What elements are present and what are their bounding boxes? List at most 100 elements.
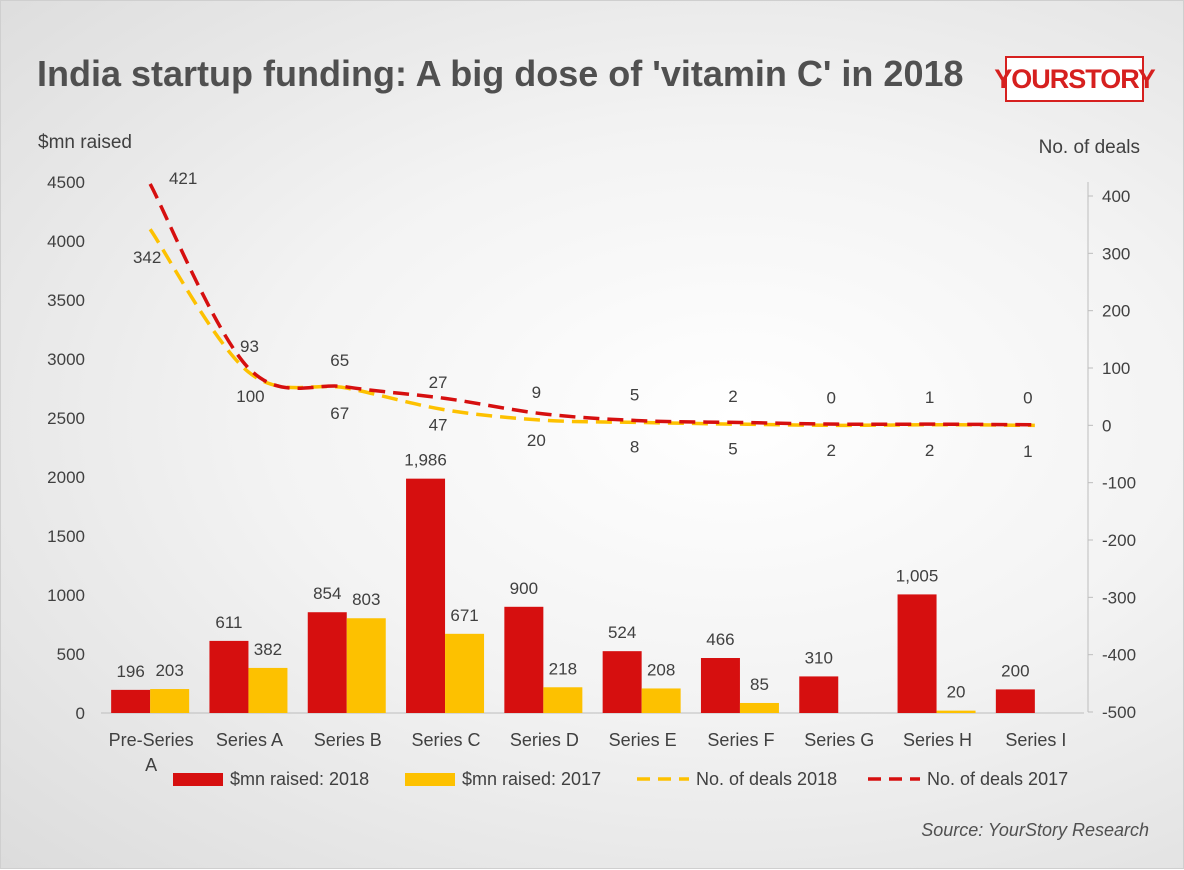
bar-2018 <box>995 689 1035 713</box>
x-category-label: Series H <box>903 730 972 750</box>
left-y-tick-label: 2500 <box>47 409 85 428</box>
bar-2017 <box>445 633 485 713</box>
x-category-label: Series E <box>609 730 677 750</box>
bar-value-label: 20 <box>947 683 966 702</box>
legend-item-raised-2017: $mn raised: 2017 <box>462 769 601 789</box>
bar-value-label: 466 <box>706 630 734 649</box>
deals-2018-label: 5 <box>630 385 639 404</box>
bar-2018 <box>406 478 446 713</box>
legend-item-raised-2017-swatch <box>405 773 455 786</box>
bar-2017 <box>739 702 779 713</box>
bar-2017 <box>641 688 681 713</box>
left-y-tick-label: 4000 <box>47 232 85 251</box>
deals-2017-label: 67 <box>330 404 349 423</box>
left-axis-title: $mn raised <box>38 132 132 153</box>
bar-2018 <box>504 606 544 713</box>
bar-value-label: 208 <box>647 660 675 679</box>
left-y-tick-label: 3500 <box>47 291 85 310</box>
right-y-tick-label: 100 <box>1102 359 1130 378</box>
bar-2017 <box>248 667 288 713</box>
deals-2018-label: 9 <box>532 383 541 402</box>
left-y-tick-label: 1000 <box>47 586 85 605</box>
left-y-tick-label: 1500 <box>47 527 85 546</box>
left-y-tick-label: 3000 <box>47 350 85 369</box>
bar-value-label: 203 <box>155 661 183 680</box>
deals-2018-label: 342 <box>133 248 161 267</box>
deals-2017-label: 47 <box>429 415 448 434</box>
right-y-tick-label: 300 <box>1102 244 1130 263</box>
right-y-tick-label: -100 <box>1102 474 1136 493</box>
bar-value-label: 611 <box>215 613 242 632</box>
chart-title: India startup funding: A big dose of 'vi… <box>37 53 964 94</box>
deals-2017-label: 2 <box>827 441 836 460</box>
x-category-label: Series D <box>510 730 579 750</box>
bar-value-label: 85 <box>750 675 769 694</box>
bar-value-label: 524 <box>608 623 636 642</box>
x-category-label: Series I <box>1005 730 1066 750</box>
bar-value-label: 854 <box>313 584 341 603</box>
legend-item-deals-2017: No. of deals 2017 <box>927 769 1068 789</box>
bar-value-label: 196 <box>116 662 144 681</box>
yourstory-logo: YOURSTORY <box>994 56 1156 102</box>
bar-value-label: 1,986 <box>404 451 447 470</box>
bar-value-label: 671 <box>450 606 478 625</box>
bar-2018 <box>799 676 839 713</box>
right-axis-title: No. of deals <box>1039 137 1140 158</box>
legend-item-raised-2018: $mn raised: 2018 <box>230 769 369 789</box>
bar-2018 <box>700 658 740 713</box>
bar-2018 <box>897 594 937 713</box>
deals-2017-label: 20 <box>527 431 546 450</box>
deals-2017-label: 8 <box>630 438 639 457</box>
right-y-tick-label: 400 <box>1102 187 1130 206</box>
bar-2017 <box>543 687 583 713</box>
bar-2017 <box>150 689 190 713</box>
deals-2018-label: 0 <box>827 388 836 407</box>
deals-2018-label: 65 <box>330 351 349 370</box>
bar-2017 <box>936 710 976 713</box>
bar-value-label: 218 <box>549 659 577 678</box>
x-category-label: Series F <box>707 730 774 750</box>
bar-2018 <box>307 612 347 713</box>
deals-2018-label: 93 <box>240 337 259 356</box>
left-y-tick-label: 4500 <box>47 173 85 192</box>
bar-2018 <box>111 689 151 713</box>
deals-2018-label: 27 <box>429 373 448 392</box>
right-y-tick-label: 200 <box>1102 302 1130 321</box>
bar-value-label: 310 <box>805 648 833 667</box>
deals-2018-label: 0 <box>1023 388 1032 407</box>
x-category-label: Series C <box>412 730 481 750</box>
deals-2017-line <box>148 183 1035 427</box>
deals-2017-label: 1 <box>1023 442 1032 461</box>
deals-2017-label: 421 <box>169 169 197 188</box>
deals-2017-label: 5 <box>728 439 737 458</box>
x-category-label: Series A <box>216 730 283 750</box>
bar-2017 <box>346 618 386 713</box>
legend-item-raised-2018-swatch <box>173 773 223 786</box>
bar-2018 <box>602 651 642 713</box>
right-y-tick-label: -500 <box>1102 703 1136 722</box>
left-y-tick-label: 500 <box>57 645 85 664</box>
x-category-label: Pre-Series <box>109 730 194 750</box>
source-note: Source: YourStory Research <box>921 820 1149 840</box>
left-y-tick-label: 0 <box>76 704 85 723</box>
deals-2018-label: 2 <box>728 387 737 406</box>
right-y-tick-label: 0 <box>1102 416 1111 435</box>
bar-value-label: 900 <box>510 579 538 598</box>
bar-value-label: 200 <box>1001 661 1029 680</box>
deals-2018-line <box>148 228 1035 428</box>
bar-value-label: 803 <box>352 590 380 609</box>
right-y-tick-label: -200 <box>1102 531 1136 550</box>
bar-value-label: 382 <box>254 640 282 659</box>
bar-value-label: 1,005 <box>896 566 939 585</box>
deals-2018-label: 1 <box>925 388 934 407</box>
bar-2018 <box>209 640 249 713</box>
deals-2017-label: 100 <box>236 387 264 406</box>
deals-2017-label: 2 <box>925 441 934 460</box>
x-category-label: Series B <box>314 730 382 750</box>
x-category-label: Series G <box>804 730 874 750</box>
legend-item-deals-2018: No. of deals 2018 <box>696 769 837 789</box>
right-y-tick-label: -400 <box>1102 646 1136 665</box>
left-y-tick-label: 2000 <box>47 468 85 487</box>
